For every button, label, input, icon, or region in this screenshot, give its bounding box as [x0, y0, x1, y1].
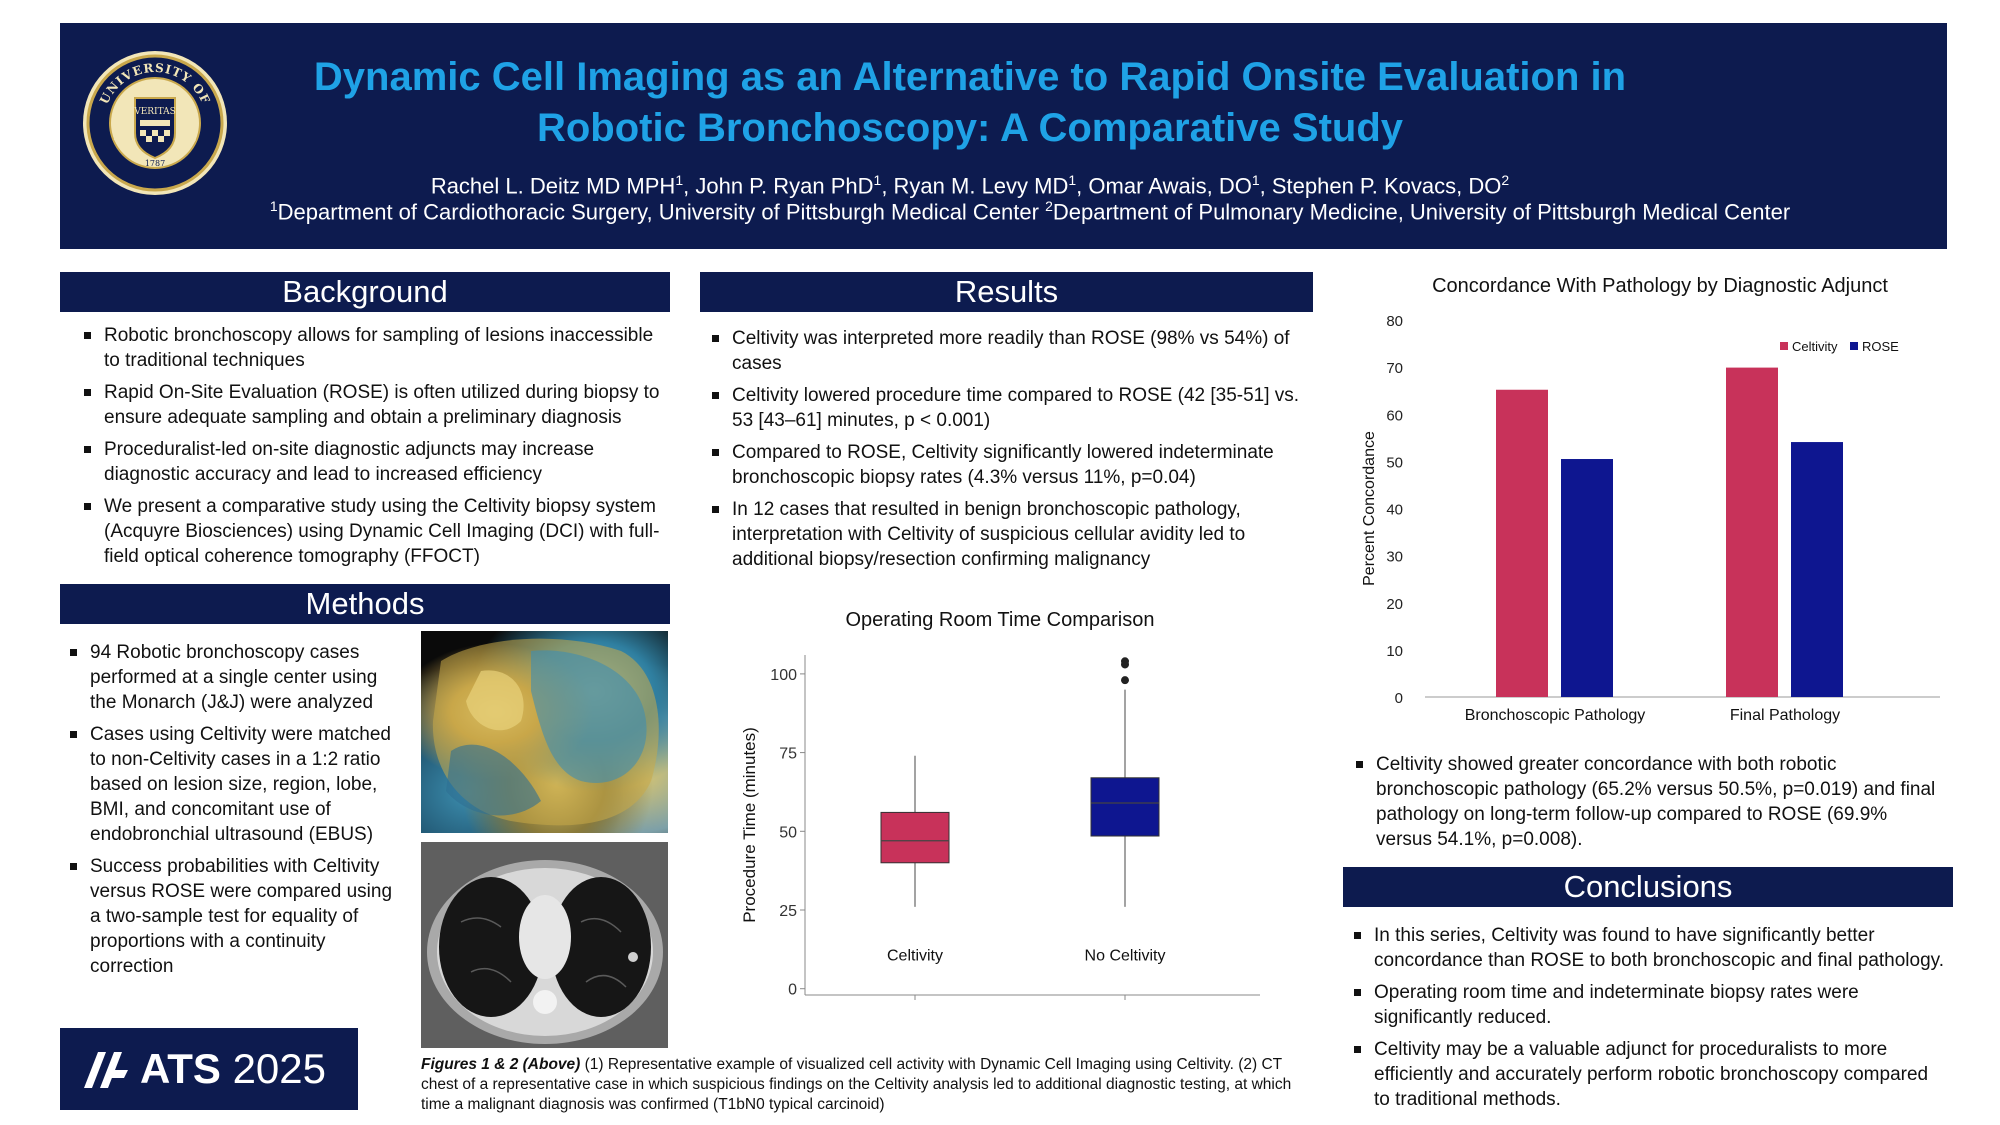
or-time-boxplot: 0 25 50 75 100 Procedure Time (minutes) Celtiv…	[740, 655, 1260, 1000]
logo-year: 1787	[145, 159, 165, 168]
concordance-bar-chart: 0 10 20 30 40 50 60 70 80 Percent Concordance Bron…	[1361, 313, 1940, 724]
conclusion-bullet: Celtivity may be a valuable adjunct for …	[1346, 1037, 1946, 1112]
bar-rose	[1791, 442, 1843, 697]
affiliation-mark: 1	[269, 198, 278, 214]
logo-motto: VERITAS	[133, 107, 176, 117]
y-tick-label: 40	[1386, 502, 1403, 519]
methods-heading: Methods	[60, 584, 670, 624]
methods-bullet: Cases using Celtivity were matched to no…	[62, 722, 402, 847]
ats-mark-icon	[84, 1052, 128, 1088]
x-category-label: Final Pathology	[1730, 707, 1840, 724]
university-seal-logo: UNIVERSITY OF PITTSBURGH VERITAS 1787	[83, 51, 227, 195]
y-tick-label: 30	[1386, 549, 1403, 566]
y-tick-label: 100	[770, 667, 797, 684]
author-name: Ryan M. Levy MD	[893, 173, 1069, 199]
caption-label: Figures 1 & 2 (Above)	[421, 1056, 581, 1073]
background-bullet: Robotic bronchoscopy allows for sampling…	[76, 323, 672, 373]
y-tick-label: 0	[1395, 690, 1403, 707]
y-tick-label: 0	[788, 982, 797, 999]
methods-bullet: Success probabilities with Celtivity ver…	[62, 854, 402, 979]
bar-celtivity	[1726, 367, 1778, 697]
author-list: Rachel L. Deitz MD MPH1, John P. Ryan Ph…	[430, 172, 1510, 199]
affiliation-line: 1Department of Cardiothoracic Surgery, U…	[190, 193, 1870, 225]
x-category-label: No Celtivity	[1085, 947, 1166, 964]
author-name: Omar Awais, DO	[1088, 173, 1252, 199]
y-tick-label: 80	[1386, 313, 1403, 330]
figure-caption: Figures 1 & 2 (Above) (1) Representative…	[421, 1055, 1311, 1115]
background-heading: Background	[60, 272, 670, 312]
affiliation-mark: 2	[1045, 198, 1053, 214]
conclusions-bullets: In this series, Celtivity was found to h…	[1346, 923, 1946, 1119]
legend-label: ROSE	[1862, 339, 1899, 354]
author-affiliation-mark: 1	[675, 172, 684, 188]
y-axis-label: Procedure Time (minutes)	[740, 727, 759, 923]
x-category-label: Bronchoscopic Pathology	[1465, 707, 1646, 724]
results-bullets: Celtivity was interpreted more readily t…	[704, 326, 1304, 579]
y-tick-label: 20	[1386, 596, 1403, 613]
results-bullet: Celtivity lowered procedure time compare…	[704, 383, 1304, 433]
poster-title: Dynamic Cell Imaging as an Alternative t…	[313, 55, 1627, 150]
conclusions-heading: Conclusions	[1343, 867, 1953, 907]
ats-year: 2025	[232, 1045, 326, 1092]
background-bullet: We present a comparative study using the…	[76, 494, 672, 569]
affiliation-text: Department of Cardiothoracic Surgery, Un…	[277, 199, 1046, 225]
bar-celtivity	[1496, 389, 1548, 697]
background-bullet: Proceduralist-led on-site diagnostic adj…	[76, 437, 672, 487]
box-outlier-point	[1121, 676, 1129, 685]
legend-swatch	[1780, 342, 1788, 350]
y-tick-label: 25	[779, 903, 797, 920]
concordance-findings: Celtivity showed greater concordance wit…	[1348, 752, 1946, 859]
author-affiliation-mark: 1	[1251, 172, 1260, 188]
background-bullets: Robotic bronchoscopy allows for sampling…	[76, 323, 672, 576]
author-name: John P. Ryan PhD	[695, 173, 874, 199]
ct-chest-figure	[421, 842, 668, 1048]
affiliation-text: Department of Pulmonary Medicine, Univer…	[1052, 199, 1791, 225]
box-iqr	[1090, 777, 1160, 837]
ats-name: ATS	[140, 1045, 221, 1092]
author-name: Stephen P. Kovacs, DO	[1271, 173, 1502, 199]
results-heading: Results	[700, 272, 1313, 312]
methods-bullet: 94 Robotic bronchoscopy cases performed …	[62, 640, 402, 715]
concordance-bullet: Celtivity showed greater concordance wit…	[1348, 752, 1946, 852]
y-tick-label: 60	[1386, 407, 1403, 424]
box-iqr	[880, 811, 950, 864]
methods-bullets: 94 Robotic bronchoscopy cases performed …	[62, 640, 402, 986]
dynamic-cell-imaging-figure	[421, 631, 668, 833]
conclusion-bullet: In this series, Celtivity was found to h…	[1346, 923, 1946, 973]
author-affiliation-mark: 1	[873, 172, 882, 188]
y-axis-label: Percent Concordance	[1361, 431, 1378, 586]
author-affiliation-mark: 1	[1068, 172, 1077, 188]
author-affiliation-mark: 2	[1501, 172, 1510, 188]
author-name: Rachel L. Deitz MD MPH	[430, 173, 676, 199]
background-bullet: Rapid On-Site Evaluation (ROSE) is often…	[76, 380, 672, 430]
concordance-chart-title: Concordance With Pathology by Diagnostic…	[1432, 275, 1888, 297]
bar-rose	[1561, 459, 1613, 697]
results-bullet: Celtivity was interpreted more readily t…	[704, 326, 1304, 376]
y-tick-label: 70	[1386, 360, 1403, 377]
results-bullet: In 12 cases that resulted in benign bron…	[704, 497, 1304, 572]
caption-text: (1) Representative example of visualized…	[421, 1056, 1292, 1113]
box-outlier-point	[1121, 657, 1129, 666]
poster-header	[60, 23, 1947, 249]
ats-conference-logo: ATS 2025	[60, 1028, 358, 1110]
legend-swatch	[1850, 342, 1858, 350]
results-bullet: Compared to ROSE, Celtivity significantl…	[704, 440, 1304, 490]
y-tick-label: 75	[779, 746, 797, 763]
y-tick-label: 10	[1386, 643, 1403, 660]
x-category-label: Celtivity	[887, 947, 943, 964]
y-tick-label: 50	[779, 824, 797, 841]
or-time-chart-title: Operating Room Time Comparison	[845, 609, 1155, 631]
conclusion-bullet: Operating room time and indeterminate bi…	[1346, 980, 1946, 1030]
legend-label: Celtivity	[1792, 339, 1838, 354]
y-tick-label: 50	[1386, 454, 1403, 471]
